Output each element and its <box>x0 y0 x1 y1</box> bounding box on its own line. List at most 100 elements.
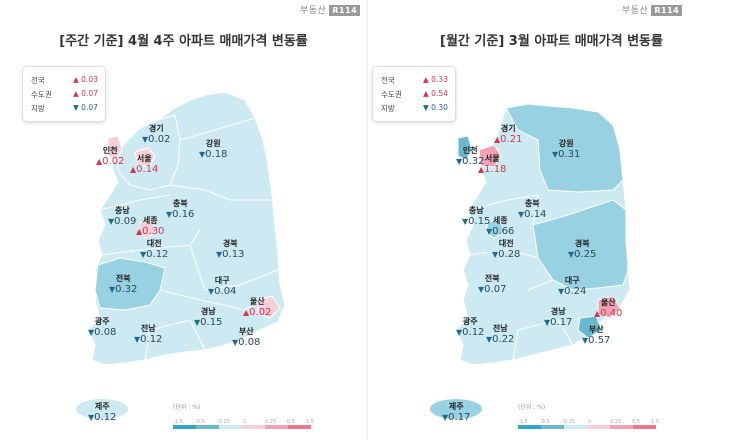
legend-name: 전국 <box>381 76 395 85</box>
region-name: 서울 <box>484 154 500 163</box>
region-name: 서울 <box>136 154 152 163</box>
region-label: 경기 ▲0.21 <box>494 124 522 146</box>
down-arrow-icon: ▼ <box>166 210 173 219</box>
down-arrow-icon: ▼ <box>478 285 485 294</box>
region-label: 광주 ▼0.08 <box>88 317 116 339</box>
weekly-korea-map <box>76 91 286 419</box>
region-value: ▼0.12 <box>88 412 117 423</box>
region-label: 강원 ▼0.18 <box>199 139 227 161</box>
down-arrow-icon: ▼ <box>582 336 589 345</box>
scale-unit: (단위 : %) <box>518 404 546 411</box>
region-name: 경기 <box>500 124 516 133</box>
region-value: ▲0.40 <box>594 308 623 319</box>
region-value: ▲0.30 <box>136 226 165 237</box>
scale-bar <box>173 425 311 429</box>
down-arrow-icon: ▼ <box>486 335 493 344</box>
up-arrow-icon: ▲ <box>136 227 143 236</box>
down-arrow-icon: ▼ <box>109 285 116 294</box>
legend-row: 전국 ▲ 0.03 <box>31 75 101 87</box>
weekly-title: [주간 기준] 4월 4주 아파트 매매가격 변동률 <box>59 34 308 49</box>
monthly-korea-map <box>430 103 631 419</box>
region-label: 경남 ▼0.15 <box>194 307 222 329</box>
up-arrow-icon: ▲ <box>478 165 485 174</box>
monthly-busan-area <box>577 315 603 339</box>
scale-tick: -0.5 <box>195 419 205 425</box>
region-label: 서울 ▲0.14 <box>130 154 158 176</box>
region-value: ▼0.13 <box>216 249 245 260</box>
scale-tick: -1.5 <box>173 419 183 425</box>
region-name: 충북 <box>524 199 540 208</box>
region-name: 강원 <box>558 139 574 148</box>
region-label: 전북 ▼0.07 <box>478 274 506 296</box>
region-label: 울산 ▲0.40 <box>594 298 622 320</box>
down-arrow-icon: ▼ <box>134 335 141 344</box>
region-value: ▲0.14 <box>130 164 159 175</box>
region-name: 경북 <box>222 239 238 248</box>
weekly-jeonbuk-area <box>94 257 166 311</box>
scale-tick: 0.25 <box>265 419 277 425</box>
region-value: ▼0.15 <box>462 216 491 227</box>
region-name: 충남 <box>114 206 130 215</box>
region-name: 인천 <box>102 146 118 155</box>
region-value: ▼0.12 <box>456 327 485 338</box>
region-value: ▼0.57 <box>582 335 611 346</box>
down-arrow-icon: ▼ <box>216 250 223 259</box>
down-arrow-icon: ▼ <box>142 135 149 144</box>
region-name: 경북 <box>574 239 590 248</box>
region-value: ▲0.02 <box>243 307 272 318</box>
scale-tick: 0.25 <box>610 419 622 425</box>
region-value: ▼0.09 <box>108 216 137 227</box>
region-value: ▼0.17 <box>544 317 573 328</box>
monthly-gangwon-area <box>505 103 624 193</box>
region-value: ▼0.08 <box>232 337 261 348</box>
brand-text: 부동산 <box>622 6 649 16</box>
scale-unit: (단위 : %) <box>173 404 201 411</box>
up-arrow-icon: ▲ <box>243 308 250 317</box>
down-arrow-icon: ▼ <box>232 338 239 347</box>
region-value: ▼0.66 <box>486 226 515 237</box>
region-name: 경기 <box>148 124 164 133</box>
region-name: 광주 <box>462 317 478 326</box>
region-value: ▼0.12 <box>140 249 169 260</box>
region-value: ▲1.18 <box>478 164 507 175</box>
region-label: 대구 ▼0.24 <box>558 276 586 298</box>
region-label: 대구 ▼0.04 <box>208 276 236 298</box>
region-value: ▼0.17 <box>442 412 471 423</box>
legend-row: 전국 ▲ 0.33 <box>381 75 451 87</box>
scale-bar <box>518 425 656 429</box>
down-arrow-icon: ▼ <box>456 328 463 337</box>
monthly-legend: 전국 ▲ 0.33 수도권 ▲ 0.54 지방 ▼ 0.30 <box>372 66 456 122</box>
down-arrow-icon: ▼ <box>88 413 95 422</box>
scale-tick: 0.5 <box>632 419 640 425</box>
weekly-sejong-area <box>137 219 157 239</box>
weekly-internal-borders <box>99 117 279 361</box>
weekly-panel: 부동산 R114 [주간 기준] 4월 4주 아파트 매매가격 변동률 전국 ▲ … <box>0 0 367 439</box>
weekly-ulsan-area <box>257 295 281 319</box>
region-label: 세종 ▼0.66 <box>486 216 514 238</box>
region-label: 인천 ▼0.32 <box>456 146 484 168</box>
region-label: 경북 ▼0.25 <box>568 239 596 261</box>
region-name: 울산 <box>249 297 265 306</box>
scale-tick: 1.5 <box>651 419 659 425</box>
region-value: ▼0.24 <box>558 286 587 297</box>
down-arrow-icon: ▼ <box>568 250 575 259</box>
legend-value: ▲ 0.07 <box>73 89 98 98</box>
region-name: 부산 <box>588 325 604 334</box>
scale-tick: 0 <box>243 419 247 425</box>
legend-name: 지방 <box>381 104 395 113</box>
brand-badge: R114 <box>329 5 361 16</box>
legend-name: 전국 <box>31 76 45 85</box>
up-arrow-icon: ▲ <box>96 157 103 166</box>
region-label: 제주 ▼0.12 <box>88 402 116 424</box>
region-name: 충남 <box>468 206 484 215</box>
region-name: 세종 <box>492 216 508 225</box>
scale-tick: -0.25 <box>217 419 230 425</box>
scale-tick: -1.5 <box>518 419 528 425</box>
region-value: ▼0.15 <box>194 317 223 328</box>
down-arrow-icon: ▼ <box>208 287 215 296</box>
weekly-jeju-area <box>76 399 128 419</box>
legend-name: 지방 <box>31 104 45 113</box>
down-arrow-icon: ▼ <box>108 217 115 226</box>
region-label: 세종 ▲0.30 <box>136 216 164 238</box>
region-name: 세종 <box>142 216 158 225</box>
